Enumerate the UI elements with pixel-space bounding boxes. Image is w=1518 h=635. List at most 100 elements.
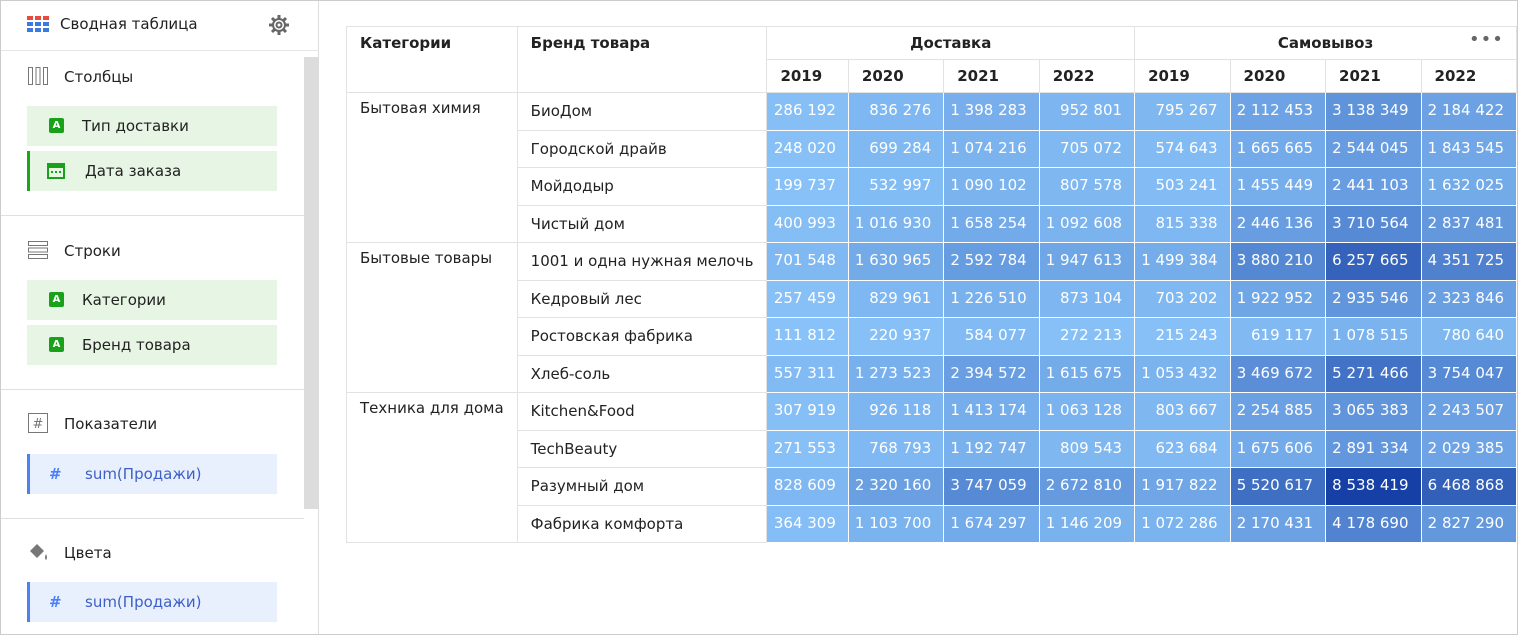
data-row: Ростовская фабрика 111 812 220 937 584 077 2… — [347, 317, 1518, 356]
svg-text:#: # — [33, 417, 44, 432]
value-cell: 2 254 885 — [1229, 392, 1327, 431]
value-cell: 1 947 613 — [1038, 242, 1136, 281]
brand-cell: Разумный дом — [516, 467, 768, 506]
field-name: Категории — [82, 291, 166, 309]
value-cell: 2 170 431 — [1229, 504, 1327, 543]
value-cell: 1 922 952 — [1229, 279, 1327, 318]
field-chip[interactable]: # sum(Продажи) — [27, 454, 277, 494]
value-cell: 2 029 385 — [1420, 429, 1518, 468]
data-row: TechBeauty 271 553 768 793 1 192 747 809 543… — [347, 429, 1518, 468]
divider — [1, 389, 304, 390]
group-header: Самовывоз — [1134, 26, 1517, 60]
field-chip[interactable]: Дата заказа — [27, 151, 277, 191]
value-cell: 2 827 290 — [1420, 504, 1518, 543]
section-label: Строки — [64, 242, 121, 260]
measures-icon: # — [28, 413, 48, 433]
section-label: Столбцы — [64, 68, 134, 86]
sidebar-header: Сводная таблица — [1, 1, 319, 51]
value-cell: 3 065 383 — [1325, 392, 1422, 431]
category-cell: Бытовые товары — [346, 242, 518, 393]
data-row: Фабрика комфорта 364 309 1 103 700 1 674 29… — [347, 504, 1518, 543]
scrollbar[interactable] — [304, 57, 319, 509]
column-header: Категории — [346, 26, 518, 93]
value-cell: 836 276 — [847, 92, 945, 131]
divider — [1, 518, 304, 519]
value-cell: 829 961 — [847, 279, 945, 318]
value-cell: 1 630 965 — [847, 242, 945, 281]
value-cell: 111 812 — [766, 317, 849, 356]
value-cell: 1 675 606 — [1229, 429, 1327, 468]
value-cell: 2 112 453 — [1229, 92, 1327, 131]
data-row: Кедровый лес 257 459 829 961 1 226 510 873 1… — [347, 279, 1518, 318]
field-name: sum(Продажи) — [85, 465, 202, 483]
data-row: Бытовые товары 1001 и одна нужная мелочь 7… — [346, 242, 1518, 393]
settings-button[interactable] — [268, 14, 290, 36]
value-cell: 5 271 466 — [1325, 354, 1422, 393]
field-chip[interactable]: A Бренд товара — [27, 325, 277, 365]
brand-cell: TechBeauty — [516, 429, 768, 468]
header-row: Категории Бренд товара Доставка Самовывоз — [346, 26, 1517, 93]
field-chip[interactable]: A Категории — [27, 280, 277, 320]
brand-cell: Хлеб-соль — [516, 354, 768, 393]
value-cell: 1 917 822 — [1134, 467, 1231, 506]
value-cell: 1 665 665 — [1229, 129, 1327, 168]
year-header: 2019 — [766, 59, 849, 93]
value-cell: 1 092 608 — [1038, 204, 1136, 243]
value-cell: 307 919 — [766, 392, 849, 431]
value-cell: 1 226 510 — [943, 279, 1040, 318]
value-cell: 574 643 — [1134, 129, 1231, 168]
section-label: Показатели — [64, 415, 158, 433]
brand-cell: 1001 и одна нужная мелочь — [516, 242, 768, 281]
year-header: 2022 — [1038, 59, 1136, 93]
data-row: Хлеб-соль 557 311 1 273 523 2 394 572 1 615 … — [347, 354, 1518, 393]
value-cell: 2 323 846 — [1420, 279, 1518, 318]
value-cell: 1 063 128 — [1038, 392, 1136, 431]
year-header: 2019 — [1134, 59, 1231, 93]
value-cell: 3 754 047 — [1420, 354, 1518, 393]
data-row: Разумный дом 828 609 2 320 160 3 747 059 2 6… — [347, 467, 1518, 506]
colors-icon — [30, 544, 47, 560]
value-cell: 2 243 507 — [1420, 392, 1518, 431]
value-cell: 795 267 — [1134, 92, 1231, 131]
brand-cell: Чистый дом — [516, 204, 768, 243]
value-cell: 503 241 — [1134, 167, 1231, 206]
category-cell: Техника для дома — [346, 392, 518, 543]
value-cell: 780 640 — [1420, 317, 1518, 356]
field-chip[interactable]: # sum(Продажи) — [27, 582, 277, 622]
field-name: Бренд товара — [82, 336, 191, 354]
value-cell: 400 993 — [766, 204, 849, 243]
value-cell: 1 273 523 — [847, 354, 945, 393]
value-cell: 952 801 — [1038, 92, 1136, 131]
value-cell: 703 202 — [1134, 279, 1231, 318]
value-cell: 257 459 — [766, 279, 849, 318]
value-cell: 623 684 — [1134, 429, 1231, 468]
value-cell: 701 548 — [766, 242, 849, 281]
brand-cell: Kitchen&Food — [516, 392, 768, 431]
date-icon — [47, 163, 65, 179]
value-cell: 1 499 384 — [1134, 242, 1231, 281]
brand-cell: Ростовская фабрика — [516, 317, 768, 356]
data-row: Бытовая химия БиоДом 286 192 836 276 1 398 2… — [346, 92, 1518, 243]
value-cell: 926 118 — [847, 392, 945, 431]
value-cell: 8 538 419 — [1325, 467, 1422, 506]
value-cell: 1 074 216 — [943, 129, 1040, 168]
value-cell: 2 592 784 — [943, 242, 1040, 281]
column-header: Бренд товара — [516, 26, 768, 93]
value-cell: 248 020 — [766, 129, 849, 168]
value-cell: 2 837 481 — [1420, 204, 1518, 243]
group-header: Доставка — [766, 26, 1136, 60]
columns-icon — [28, 67, 48, 85]
more-button[interactable]: ••• — [1469, 29, 1504, 50]
value-cell: 619 117 — [1229, 317, 1327, 356]
value-cell: 2 320 160 — [847, 467, 945, 506]
sidebar-title: Сводная таблица — [60, 15, 198, 33]
field-chip[interactable]: A Тип доставки — [27, 106, 277, 146]
value-cell: 807 578 — [1038, 167, 1136, 206]
value-cell: 3 469 672 — [1229, 354, 1327, 393]
value-cell: 1 103 700 — [847, 504, 945, 543]
value-cell: 699 284 — [847, 129, 945, 168]
value-cell: 3 710 564 — [1325, 204, 1422, 243]
value-cell: 1 090 102 — [943, 167, 1040, 206]
brand-cell: Фабрика комфорта — [516, 504, 768, 543]
